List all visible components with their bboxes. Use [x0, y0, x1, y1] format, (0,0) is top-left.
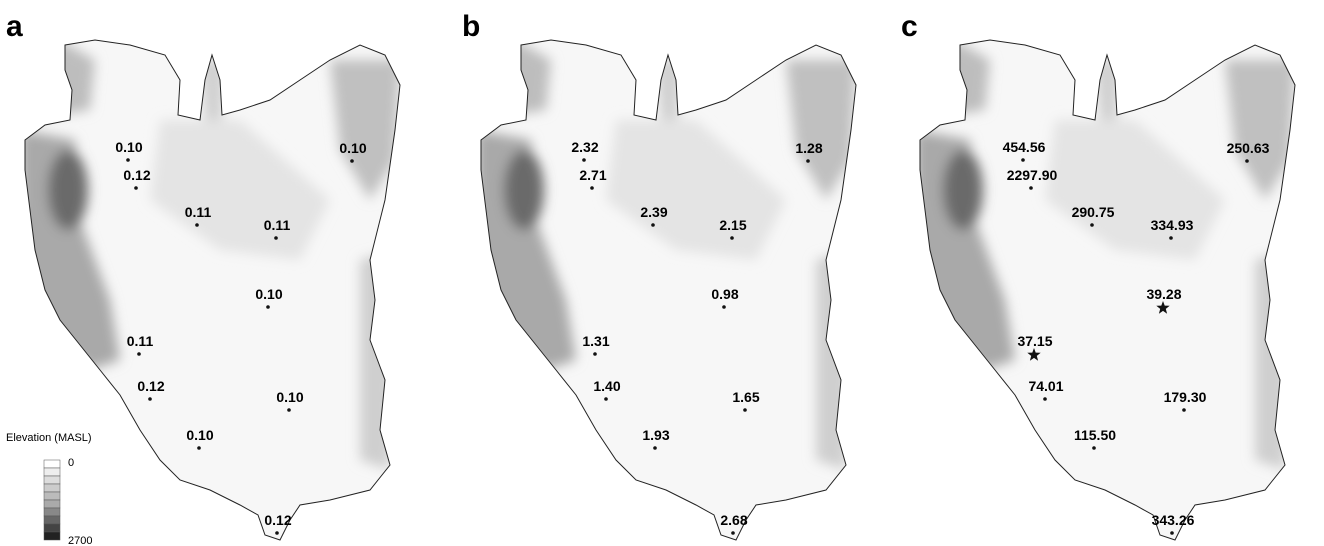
station-value: 2.39: [640, 204, 667, 220]
station-dot: [148, 397, 152, 401]
station-dot: [806, 159, 810, 163]
station-value: 2.15: [719, 217, 746, 233]
legend-swatch: [44, 500, 60, 508]
station-value: 39.28: [1146, 286, 1181, 302]
station-value: 0.11: [185, 204, 212, 220]
station-dot: [275, 531, 279, 535]
station-dot: [137, 352, 141, 356]
legend-min: 0: [68, 457, 74, 469]
station-dot: [1169, 236, 1173, 240]
station-dot: [1090, 223, 1094, 227]
station-dot: [590, 186, 594, 190]
station-dot: [1245, 159, 1249, 163]
legend-ramp: [44, 460, 60, 540]
station-dot: [350, 159, 354, 163]
station-value: 0.12: [123, 167, 150, 183]
station-dot: [1092, 446, 1096, 450]
station-value: 0.10: [186, 427, 213, 443]
station-dot: [582, 158, 586, 162]
station-dot: [1043, 397, 1047, 401]
map-panel: c 454.56 2297.90 290.75 334.93 250.63 39.28 37.…: [901, 10, 1295, 540]
station-dot: [1170, 531, 1174, 535]
station-dot: [287, 408, 291, 412]
map-panel: b 2.32 2.71 2.39 2.15 1.28 0.98 1.31 1.40 1.65 1.9…: [462, 10, 856, 540]
station-dot: [731, 531, 735, 535]
station-dot: [651, 223, 655, 227]
station-dot: [1021, 158, 1025, 162]
station-dot: [653, 446, 657, 450]
station-value: 1.65: [732, 389, 759, 405]
station-value: 0.10: [339, 140, 366, 156]
legend-swatch: [44, 460, 60, 468]
station-value: 0.10: [255, 286, 282, 302]
station-value: 115.50: [1074, 427, 1116, 443]
station-value: 1.28: [795, 140, 822, 156]
legend-max: 2700: [68, 535, 92, 546]
station-dot: [593, 352, 597, 356]
legend-swatch: [44, 516, 60, 524]
station-dot: [730, 236, 734, 240]
station-value: 0.10: [115, 139, 142, 155]
legend: Elevation (MASL) 0 2700: [6, 432, 92, 546]
legend-swatch: [44, 476, 60, 484]
legend-swatch: [44, 484, 60, 492]
station-dot: [126, 158, 130, 162]
station-value: 250.63: [1227, 140, 1270, 156]
station-value: 290.75: [1072, 204, 1115, 220]
figure: a 0.10 0.12 0.11 0.11 0.10 0.10 0.11 0.12 0.10 0.1…: [0, 0, 1324, 546]
station-dot: [134, 186, 138, 190]
station-value: 179.30: [1164, 389, 1207, 405]
panel-label: c: [901, 10, 918, 43]
station-dot: [722, 305, 726, 309]
map-outline: [20, 40, 400, 540]
map-panel: a 0.10 0.12 0.11 0.11 0.10 0.10 0.11 0.12 0.10 0.1…: [6, 10, 400, 540]
map-outline: [476, 40, 856, 540]
station-value: 1.40: [593, 378, 620, 394]
station-value: 2.32: [571, 139, 598, 155]
map-outline: [915, 40, 1295, 540]
station-value: 2297.90: [1007, 167, 1058, 183]
station-value: 454.56: [1003, 139, 1046, 155]
legend-swatch: [44, 468, 60, 476]
legend-swatch: [44, 532, 60, 540]
station-value: 74.01: [1028, 378, 1063, 394]
legend-swatch: [44, 524, 60, 532]
station-value: 334.93: [1151, 217, 1194, 233]
station-dot: [195, 223, 199, 227]
station-value: 0.98: [711, 286, 738, 302]
station-value: 0.11: [127, 333, 154, 349]
panel-label: a: [6, 10, 23, 43]
station-value: 1.31: [582, 333, 609, 349]
station-value: 0.12: [137, 378, 164, 394]
station-value: 0.11: [264, 217, 291, 233]
station-dot: [197, 446, 201, 450]
station-value: 1.93: [642, 427, 669, 443]
station-dot: [604, 397, 608, 401]
station-dot: [1029, 186, 1033, 190]
station-dot: [274, 236, 278, 240]
station-value: 2.71: [579, 167, 606, 183]
station-value: 0.10: [276, 389, 303, 405]
station-dot: [1182, 408, 1186, 412]
legend-swatch: [44, 508, 60, 516]
station-value: 0.12: [264, 512, 291, 528]
station-value: 2.68: [720, 512, 747, 528]
station-value: 343.26: [1152, 512, 1195, 528]
panel-label: b: [462, 10, 480, 43]
legend-title: Elevation (MASL): [6, 432, 92, 444]
station-dot: [266, 305, 270, 309]
station-value: 37.15: [1017, 333, 1052, 349]
station-dot: [743, 408, 747, 412]
legend-swatch: [44, 492, 60, 500]
